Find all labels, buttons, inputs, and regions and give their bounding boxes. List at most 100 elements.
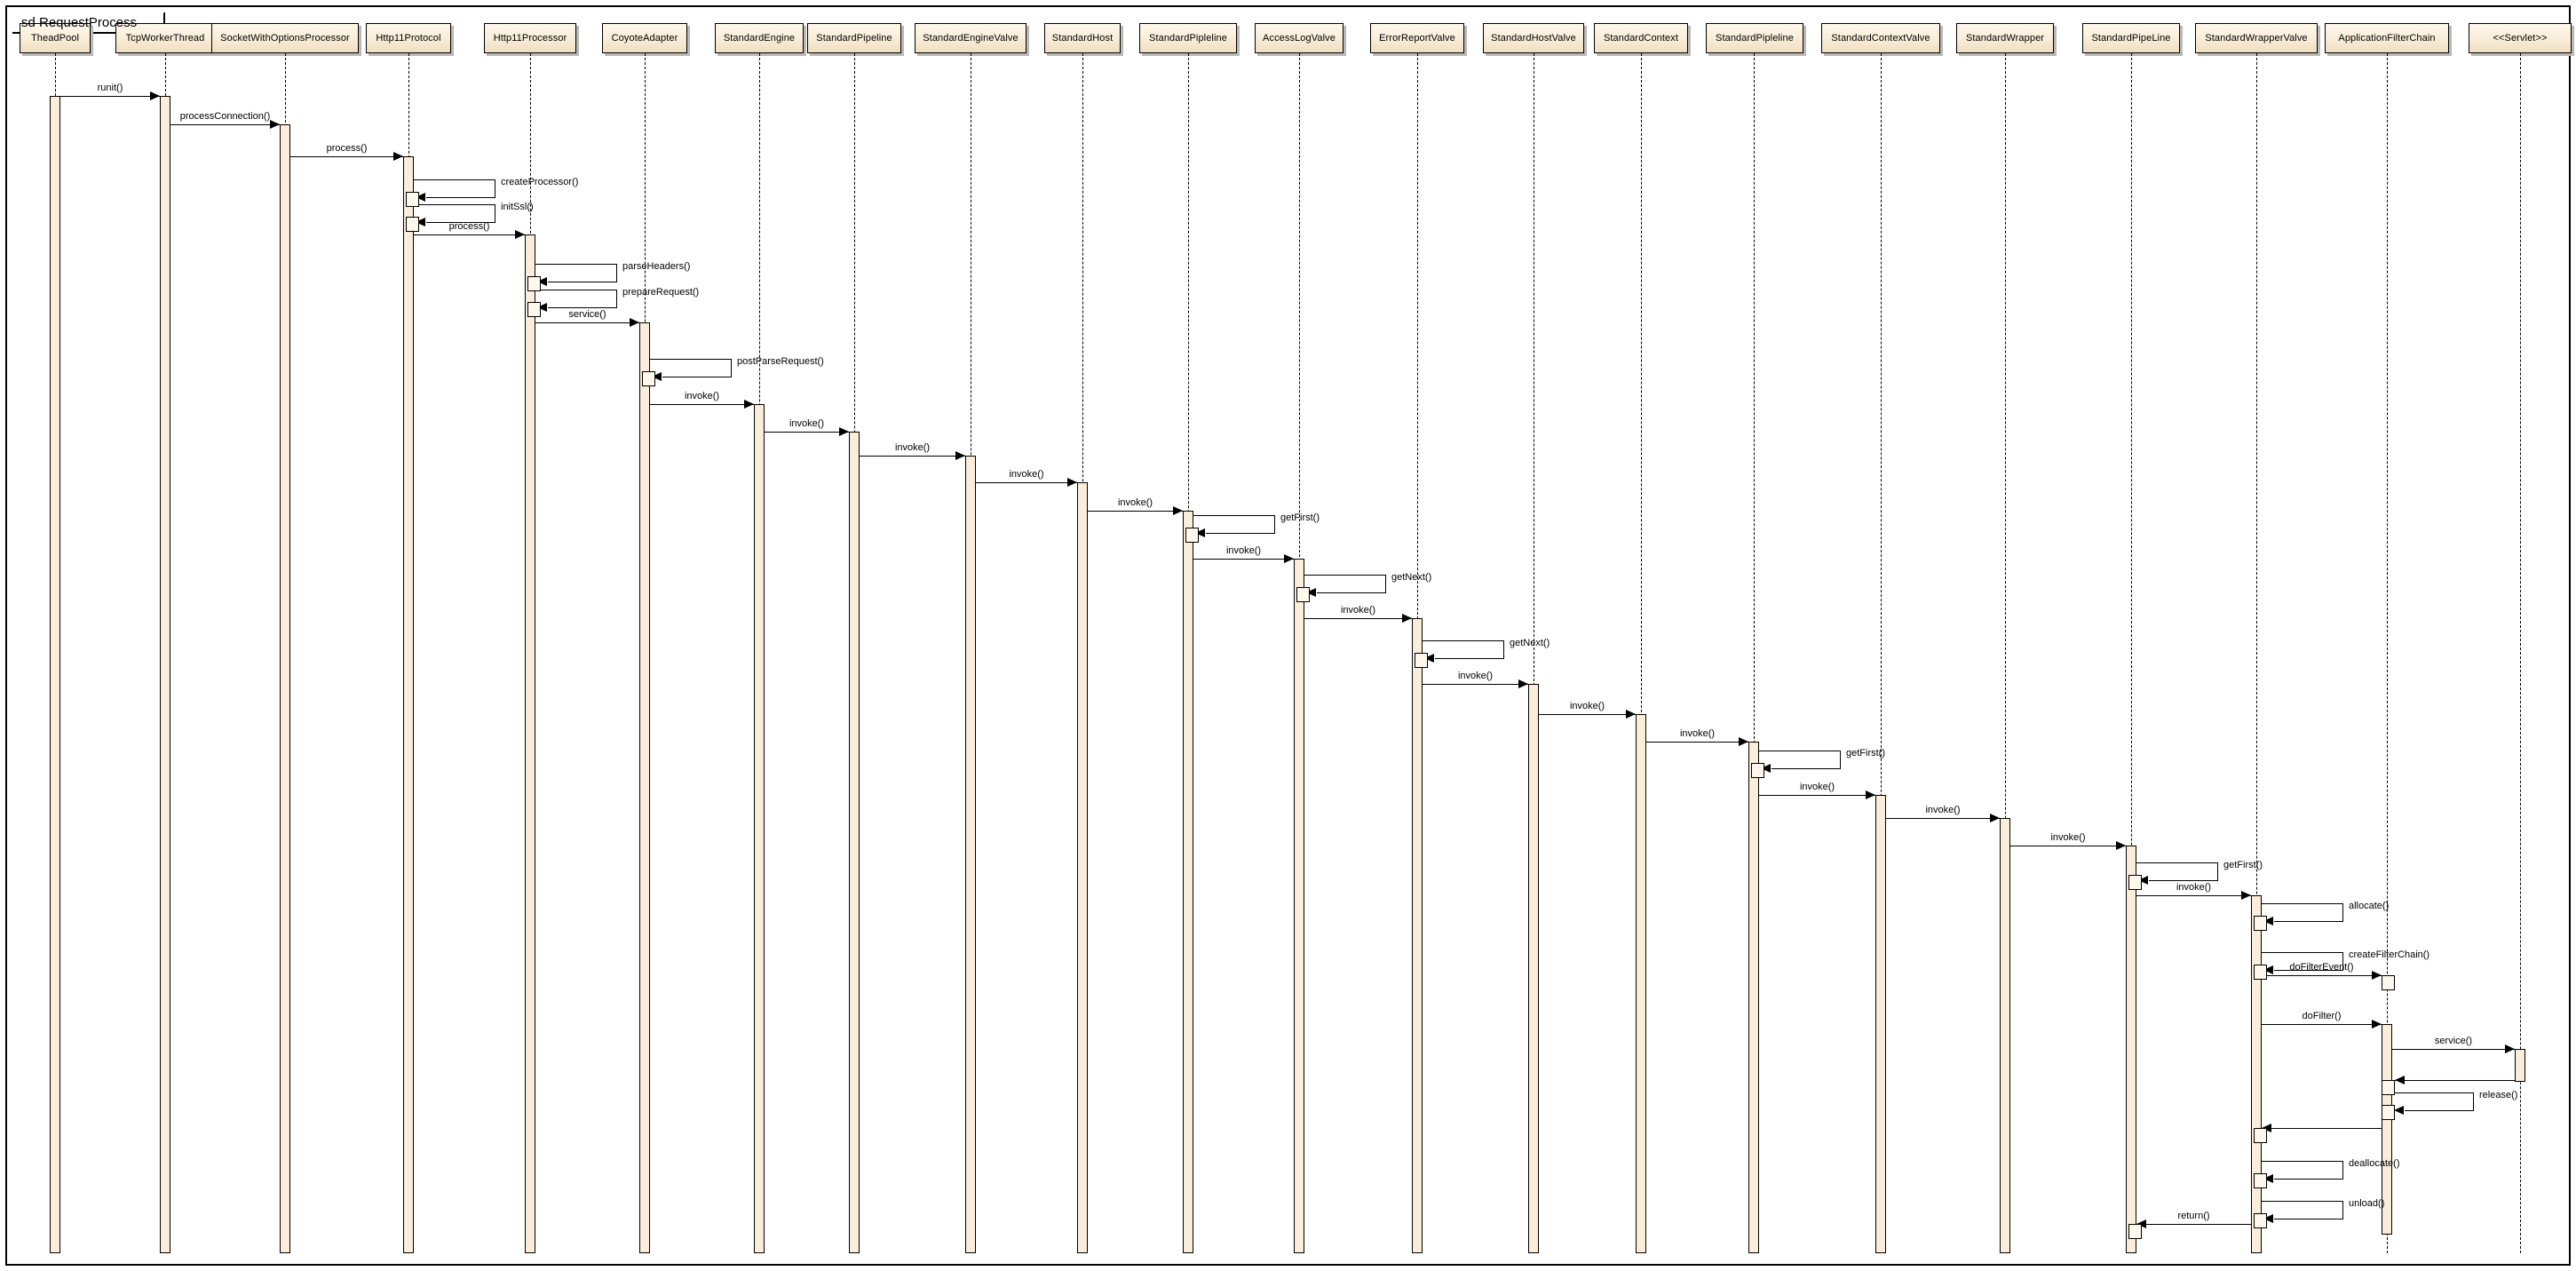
self-message-label: createFilterChain() — [2349, 949, 2430, 960]
arrowhead-right-icon — [2241, 891, 2251, 900]
lifeline-label: StandardHost — [1051, 32, 1114, 44]
activation-bar-standardpipleline3 — [1748, 742, 1759, 1253]
arrowhead-right-icon — [270, 120, 280, 129]
self-message-line-side — [1385, 575, 1386, 592]
activation-bar-http11protocol — [403, 156, 414, 1253]
diagram-frame: sd RequestProcess TheadPool TcpWorkerThre… — [5, 5, 2572, 1266]
lifeline-label: StandardContextValve — [1831, 32, 1930, 44]
lifeline-head-standardhostvalve[interactable]: StandardHostValve — [1483, 23, 1584, 53]
arrowhead-right-icon — [1173, 506, 1183, 515]
lifeline-head-socketwithoptionsproc[interactable]: SocketWithOptionsProcessor — [211, 23, 359, 53]
self-message-line-top — [1423, 640, 1504, 641]
self-message-label: unload() — [2349, 1198, 2385, 1209]
activation-bar-standardwrappervalve_s2 — [2254, 965, 2267, 980]
self-message-label: getNext() — [1510, 638, 1550, 648]
activation-bar-http11processor — [525, 234, 535, 1253]
message-label: invoke() — [1117, 497, 1153, 508]
self-message-line-top — [1304, 575, 1386, 576]
message-line — [1423, 684, 1528, 685]
self-message-line-bottom — [2405, 1110, 2474, 1111]
lifeline-label: StandardContext — [1603, 32, 1679, 44]
self-message-line-top — [2262, 1161, 2343, 1162]
lifeline-head-coyoteadapter[interactable]: CoyoteAdapter — [602, 23, 687, 53]
self-message-line-bottom — [426, 222, 495, 223]
lifeline-head-standardengine[interactable]: StandardEngine — [715, 23, 804, 53]
lifeline-head-http11protocol[interactable]: Http11Protocol — [366, 23, 451, 53]
self-message-label: parseHeaders() — [622, 261, 691, 272]
lifeline-head-standardwrappervalve[interactable]: StandardWrapperValve — [2195, 23, 2318, 53]
arrowhead-right-icon — [2116, 841, 2126, 850]
lifeline-head-standardpipleline2[interactable]: StandardPipleline — [1139, 23, 1237, 53]
self-message-line-side — [1274, 515, 1275, 533]
self-message-getNext: getNext() — [1423, 639, 1550, 663]
message-line — [414, 234, 525, 235]
self-message-prepareRequest: prepareRequest() — [535, 288, 699, 312]
message-line — [650, 404, 754, 405]
message-label: invoke() — [1679, 728, 1716, 739]
activation-bar-applicationfilterchain_r — [2382, 1080, 2395, 1095]
self-message-label: prepareRequest() — [622, 287, 700, 298]
arrowhead-left-icon — [2395, 1076, 2405, 1084]
self-message-line-bottom — [548, 307, 617, 308]
lifeline-head-http11processor[interactable]: Http11Processor — [484, 23, 576, 53]
arrowhead-left-icon — [537, 303, 547, 312]
lifeline-head-accesslogvalve[interactable]: AccessLogValve — [1255, 23, 1343, 53]
arrowhead-left-icon — [2263, 965, 2273, 974]
arrowhead-right-icon — [515, 230, 525, 239]
frame-label-text: sd RequestProcess — [21, 15, 138, 30]
lifeline-head-standardcontextvalve[interactable]: StandardContextValve — [1821, 23, 1940, 53]
self-message-line-top — [650, 359, 732, 360]
self-message-label: allocate() — [2349, 901, 2390, 911]
lifeline-head-servlet[interactable]: <<Servlet>> — [2469, 23, 2572, 53]
self-message-line-top — [2262, 903, 2343, 904]
lifeline-head-standardwrapper[interactable]: StandardWrapper — [1956, 23, 2054, 53]
lifeline-head-applicationfilterchain[interactable]: ApplicationFilterChain — [2325, 23, 2449, 53]
lifeline-head-standardhost[interactable]: StandardHost — [1044, 23, 1121, 53]
lifeline-label: CoyoteAdapter — [611, 32, 678, 44]
activation-bar-standardpipleline3_s1 — [1751, 763, 1764, 778]
message-line — [1886, 818, 2000, 819]
activation-bar-errorreportvalve_s1 — [1415, 653, 1428, 668]
self-message-line-bottom — [1771, 768, 1841, 769]
activation-bar-standardpipleline2 — [1183, 511, 1193, 1253]
message-label: invoke() — [789, 418, 825, 429]
lifeline-label: Http11Processor — [493, 32, 567, 44]
arrowhead-right-icon — [1866, 790, 1875, 799]
lifeline-head-standardenginevalve[interactable]: StandardEngineValve — [915, 23, 1026, 53]
self-message-initSsl: initSsl() — [414, 203, 534, 226]
lifeline-head-threadpool[interactable]: TheadPool — [20, 23, 91, 53]
activation-bar-threadpool — [50, 96, 60, 1253]
message-line — [170, 124, 280, 125]
self-message-allocate: allocate() — [2262, 902, 2389, 925]
self-message-line-side — [1503, 640, 1504, 658]
arrowhead-left-icon — [2263, 917, 2273, 925]
self-message-line-top — [2262, 952, 2343, 953]
lifeline-head-tcpworkerthread[interactable]: TcpWorkerThread — [115, 23, 215, 53]
activation-bar-accesslogvalve_s1 — [1296, 587, 1310, 602]
message-label: invoke() — [1340, 605, 1376, 616]
lifeline-head-standardpipleline3[interactable]: StandardPipleline — [1706, 23, 1803, 53]
message-label: process() — [326, 143, 368, 154]
arrowhead-right-icon — [2372, 971, 2382, 980]
message-line — [2395, 1080, 2515, 1081]
self-message-line-top — [535, 264, 617, 265]
message-line — [60, 96, 160, 97]
message-line — [1088, 511, 1183, 512]
activation-bar-standardhostvalve — [1528, 684, 1539, 1253]
message-label: doFilterEvent() — [2289, 962, 2354, 973]
arrowhead-right-icon — [393, 152, 403, 161]
arrowhead-right-icon — [1990, 814, 2000, 822]
arrowhead-right-icon — [630, 318, 639, 327]
arrowhead-right-icon — [150, 91, 160, 100]
lifeline-head-errorreportvalve[interactable]: ErrorReportValve — [1370, 23, 1464, 53]
activation-bar-standardengine — [754, 404, 765, 1253]
lifeline-head-standardcontext[interactable]: StandardContext — [1594, 23, 1688, 53]
lifeline-head-standardpipeline1[interactable]: StandardPipeline — [807, 23, 901, 53]
arrowhead-right-icon — [1518, 679, 1528, 688]
message-label: invoke() — [1009, 469, 1044, 480]
lifeline-head-standardpipeline4[interactable]: StandardPipeLine — [2082, 23, 2180, 53]
self-message-release: release() — [2392, 1091, 2517, 1115]
message-label: processConnection() — [179, 111, 271, 122]
message-line — [1759, 795, 1875, 796]
